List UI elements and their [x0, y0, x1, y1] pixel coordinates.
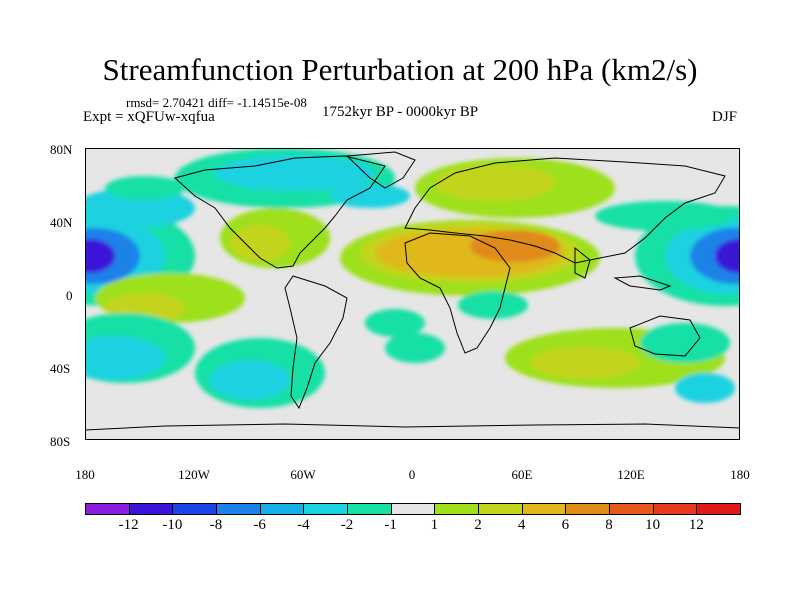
- colorbar-label: 1: [430, 517, 439, 533]
- colorbar-label: 2: [474, 517, 482, 533]
- anomaly-southern-ocean: [675, 373, 735, 403]
- map-frame: [85, 148, 740, 440]
- colorbar-segment: [216, 503, 261, 515]
- coast-africa: [404, 232, 511, 354]
- period-label: 1752kyr BP - 0000kyr BP: [322, 104, 479, 120]
- anomaly-tropical-africa: [458, 291, 528, 319]
- anomaly-tropical-atlantic: [365, 309, 425, 337]
- stats-text: rmsd= 2.70421 diff= -1.14515e-08: [126, 95, 307, 110]
- coast-india: [574, 246, 591, 279]
- colorbar-segment: [609, 503, 654, 515]
- colorbar-label: -2: [340, 517, 354, 533]
- y-tick-label: 0: [66, 288, 73, 303]
- colorbar-label: 8: [605, 517, 613, 533]
- coast-eurasia: [404, 157, 726, 264]
- anomaly-australia-green: [640, 323, 730, 363]
- colorbar: [85, 503, 741, 515]
- coast-north-america: [173, 155, 386, 269]
- colorbar-label: -6: [253, 517, 266, 533]
- anomaly-south-pacific-cyan: [85, 336, 165, 380]
- x-tick-label: 60W: [290, 467, 316, 482]
- x-tick-label: 0: [408, 467, 416, 482]
- x-tick-label: 120E: [617, 467, 645, 482]
- y-tick-label: 80S: [50, 434, 71, 449]
- anomaly-south-indian-yellow: [530, 347, 640, 379]
- anomaly-north-pacific-green: [105, 176, 185, 200]
- colorbar-segment: [434, 503, 479, 515]
- colorbar-label: -4: [297, 517, 310, 533]
- anomaly-west-pacific-core: [85, 239, 115, 273]
- coastlines: [85, 151, 740, 431]
- colorbar-label: 10: [645, 517, 661, 533]
- coast-south-america: [284, 275, 348, 410]
- coast-maritime: [613, 275, 672, 291]
- anomaly-eurasia-yellow: [435, 165, 555, 201]
- anomaly-subtropical-atlantic-yellow: [230, 225, 290, 261]
- colorbar-segment: [259, 503, 305, 515]
- colorbar-segment: [390, 503, 436, 515]
- y-tick-label: 80N: [50, 142, 73, 157]
- y-tick-label: 40N: [50, 215, 73, 230]
- x-tick-label: 120W: [178, 467, 210, 482]
- colorbar-segment: [172, 503, 217, 515]
- colorbar-label: 4: [517, 517, 526, 533]
- anomaly-south-atlantic: [385, 333, 445, 363]
- anomaly-north-pacific: [85, 188, 195, 228]
- coast-greenland: [345, 151, 416, 189]
- anomaly-south-america-cyan: [210, 360, 290, 400]
- map-panel: [85, 148, 740, 440]
- colorbar-segment: [347, 503, 392, 515]
- anomaly-asia-negative: [595, 201, 735, 231]
- anomaly-north-america-cyan: [215, 155, 375, 191]
- colorbar-label: 12: [688, 517, 704, 533]
- colorbar-segment: [521, 503, 567, 515]
- colorbar-segment: [696, 503, 741, 515]
- y-tick-label: 40S: [50, 361, 71, 376]
- x-tick-label: 180: [730, 467, 750, 482]
- colorbar-label: 6: [561, 517, 570, 533]
- colorbar-segment: [478, 503, 523, 515]
- anomaly-north-atlantic: [330, 184, 410, 208]
- season-label: DJF: [712, 109, 738, 125]
- colorbar-label: -8: [209, 517, 223, 533]
- anomaly-east-pacific-core: [715, 239, 740, 273]
- coast-australia: [629, 315, 701, 357]
- colorbar-segment: [128, 503, 174, 515]
- x-tick-label: 60E: [511, 467, 533, 482]
- x-tick-label: 180: [75, 467, 95, 482]
- colorbar-segment: [85, 503, 130, 515]
- colorbar-label: -1: [384, 517, 397, 533]
- experiment-label: Expt = xQFUw-xqfua: [83, 109, 215, 125]
- colorbar-label: -10: [162, 517, 183, 533]
- anomaly-subtropical-afrasia-core: [470, 230, 560, 262]
- colorbar-segment: [303, 503, 348, 515]
- colorbar-segment: [565, 503, 610, 515]
- colorbar-segment: [652, 503, 698, 515]
- streamfunction-field: [85, 148, 740, 431]
- colorbar-label: -12: [118, 517, 139, 533]
- coast-antarctica: [85, 423, 740, 431]
- plot-title: Streamfunction Perturbation at 200 hPa (…: [102, 52, 698, 87]
